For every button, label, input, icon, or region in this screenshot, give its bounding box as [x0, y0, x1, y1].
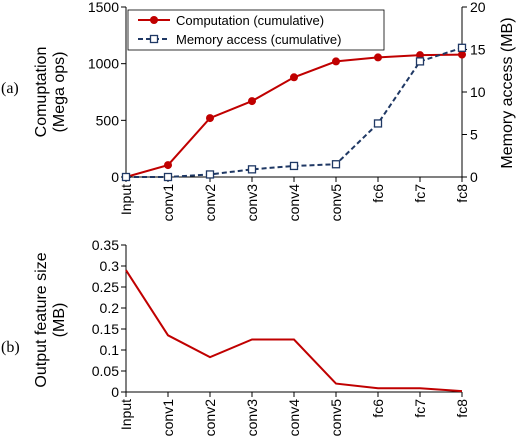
chart-a-left-axis-title-line-1: (Mega ops) — [51, 52, 68, 133]
chart-a-left-ticks: 0 500 1000 1500 — [88, 0, 126, 185]
chart-a-legend: Computation (cumulative) Memory access (c… — [127, 9, 385, 51]
chart-b: Output feature size (MB) (b) 0 0.05 0.1 0.15… — [1, 237, 470, 436]
chart-b-axes — [125, 245, 462, 393]
chart-b-series — [125, 269, 463, 393]
chart-a-memory-access-cumulative-point — [373, 119, 383, 128]
chart-a-x-ticks: Input conv1 conv2 conv3 conv4 conv5 fc6 fc7 fc8 — [118, 177, 470, 221]
chart-a-series — [121, 43, 467, 182]
chart-b-x-tick-conv1: conv1 — [160, 399, 176, 437]
chart-a-computation-cumulative-point — [290, 73, 298, 82]
chart-a-left-tick-1500: 1500 — [88, 0, 119, 15]
chart-a-x-tick-fc8: fc8 — [454, 184, 470, 203]
chart-a-x-tick-conv3: conv3 — [244, 184, 260, 222]
chart-b-panel-label: (b) — [1, 339, 20, 356]
chart-a-left-axis-title-line-0: Comuptation — [33, 47, 50, 138]
chart-a-x-tick-conv1: conv1 — [160, 184, 176, 222]
chart-a-x-tick-conv4: conv4 — [286, 184, 302, 222]
chart-a-left-tick-0: 0 — [111, 169, 119, 185]
chart-b-y-tick-0-25: 0.25 — [92, 279, 119, 295]
chart-a-panel-label: (a) — [1, 80, 19, 97]
chart-a-legend-computation-cumulative-marker — [150, 16, 158, 24]
chart-a-memory-access-cumulative-point — [247, 165, 257, 174]
chart-a-x-tick-conv5: conv5 — [328, 184, 344, 222]
chart-a-computation-cumulative-point — [164, 161, 172, 170]
chart-b-series-line — [125, 269, 463, 393]
chart-b-x-tick-conv4: conv4 — [286, 399, 302, 437]
chart-a-memory-access-cumulative-point — [205, 170, 215, 179]
chart-a-right-axis-title: Memory access (MB) — [499, 17, 516, 168]
chart-b-y-tick-0-1: 0.1 — [100, 342, 120, 358]
chart-b-y-tick-0-35: 0.35 — [92, 237, 119, 253]
chart-a-memory-access-cumulative-point — [331, 160, 341, 169]
chart-a-x-tick-input: Input — [118, 184, 134, 215]
chart-a-left-tick-500: 500 — [96, 112, 120, 128]
chart-b-y-tick-0-05: 0.05 — [92, 363, 119, 379]
chart-a-computation-cumulative-point — [416, 51, 424, 60]
chart-a-legend-memory-access-cumulative-marker — [149, 34, 159, 44]
chart-b-y-tick-0: 0 — [111, 384, 119, 400]
chart-a-left-tick-1000: 1000 — [88, 56, 119, 72]
chart-a-right-tick-15: 15 — [470, 42, 486, 58]
chart-b-axis-title-line-1: (MB) — [51, 303, 68, 338]
chart-a-right-tick-5: 5 — [470, 127, 478, 143]
chart-b-axis-title-line-0: Output feature size — [33, 252, 50, 387]
chart-a-computation-cumulative-point — [248, 97, 256, 106]
chart-b-x-tick-conv5: conv5 — [328, 399, 344, 437]
chart-a-x-tick-fc7: fc7 — [412, 184, 428, 203]
chart-b-x-tick-fc7: fc7 — [412, 399, 428, 418]
chart-b-x-tick-fc6: fc6 — [370, 399, 386, 418]
chart-a-right-tick-20: 20 — [470, 0, 486, 15]
chart-b-axis-title: Output feature size (MB) — [33, 252, 68, 387]
chart-a-left-axis-title: Comuptation (Mega ops) — [33, 47, 68, 138]
chart-a-computation-cumulative-point — [332, 57, 340, 66]
chart-a-computation-cumulative-point — [374, 53, 382, 62]
chart-b-y-tick-0-3: 0.3 — [100, 258, 120, 274]
chart-b-y-ticks: 0 0.05 0.1 0.15 0.2 0.25 0.3 0.35 — [92, 237, 126, 400]
chart-a-memory-access-cumulative-point — [163, 172, 173, 182]
chart-a-right-ticks: 0 5 10 15 20 — [462, 0, 486, 185]
chart-a-x-tick-conv2: conv2 — [202, 184, 218, 222]
chart-a-legend-box — [127, 9, 385, 51]
chart-a-legend-computation-cumulative-label: Computation (cumulative) — [176, 13, 324, 28]
chart-a-memory-access-cumulative-point — [457, 43, 467, 52]
chart-b-x-ticks: Input conv1 conv2 conv3 conv4 conv5 fc6 fc7 fc8 — [118, 392, 470, 436]
chart-a-x-tick-fc6: fc6 — [370, 184, 386, 203]
chart-b-x-tick-input: Input — [118, 399, 134, 430]
chart-a-right-tick-10: 10 — [470, 84, 486, 100]
chart-a-memory-access-cumulative-line — [126, 46, 463, 178]
chart-a-right-tick-0: 0 — [470, 169, 478, 185]
chart-b-y-tick-0-2: 0.2 — [100, 300, 120, 316]
chart-a-computation-cumulative-point — [458, 50, 466, 59]
chart-a-computation-cumulative-point — [206, 114, 214, 123]
chart-b-y-tick-0-15: 0.15 — [92, 321, 119, 337]
chart-b-x-tick-fc8: fc8 — [454, 399, 470, 418]
chart-a-memory-access-cumulative-point — [121, 172, 131, 182]
chart-a-memory-access-cumulative-point — [289, 161, 299, 171]
chart-a-memory-access-cumulative-point — [415, 57, 425, 66]
chart-a: Comuptation (Mega ops) Memory access (MB)… — [1, 0, 516, 221]
chart-b-x-tick-conv2: conv2 — [202, 399, 218, 437]
chart-b-x-tick-conv3: conv3 — [244, 399, 260, 437]
chart-a-legend-memory-access-cumulative-label: Memory access (cumulative) — [176, 32, 341, 47]
